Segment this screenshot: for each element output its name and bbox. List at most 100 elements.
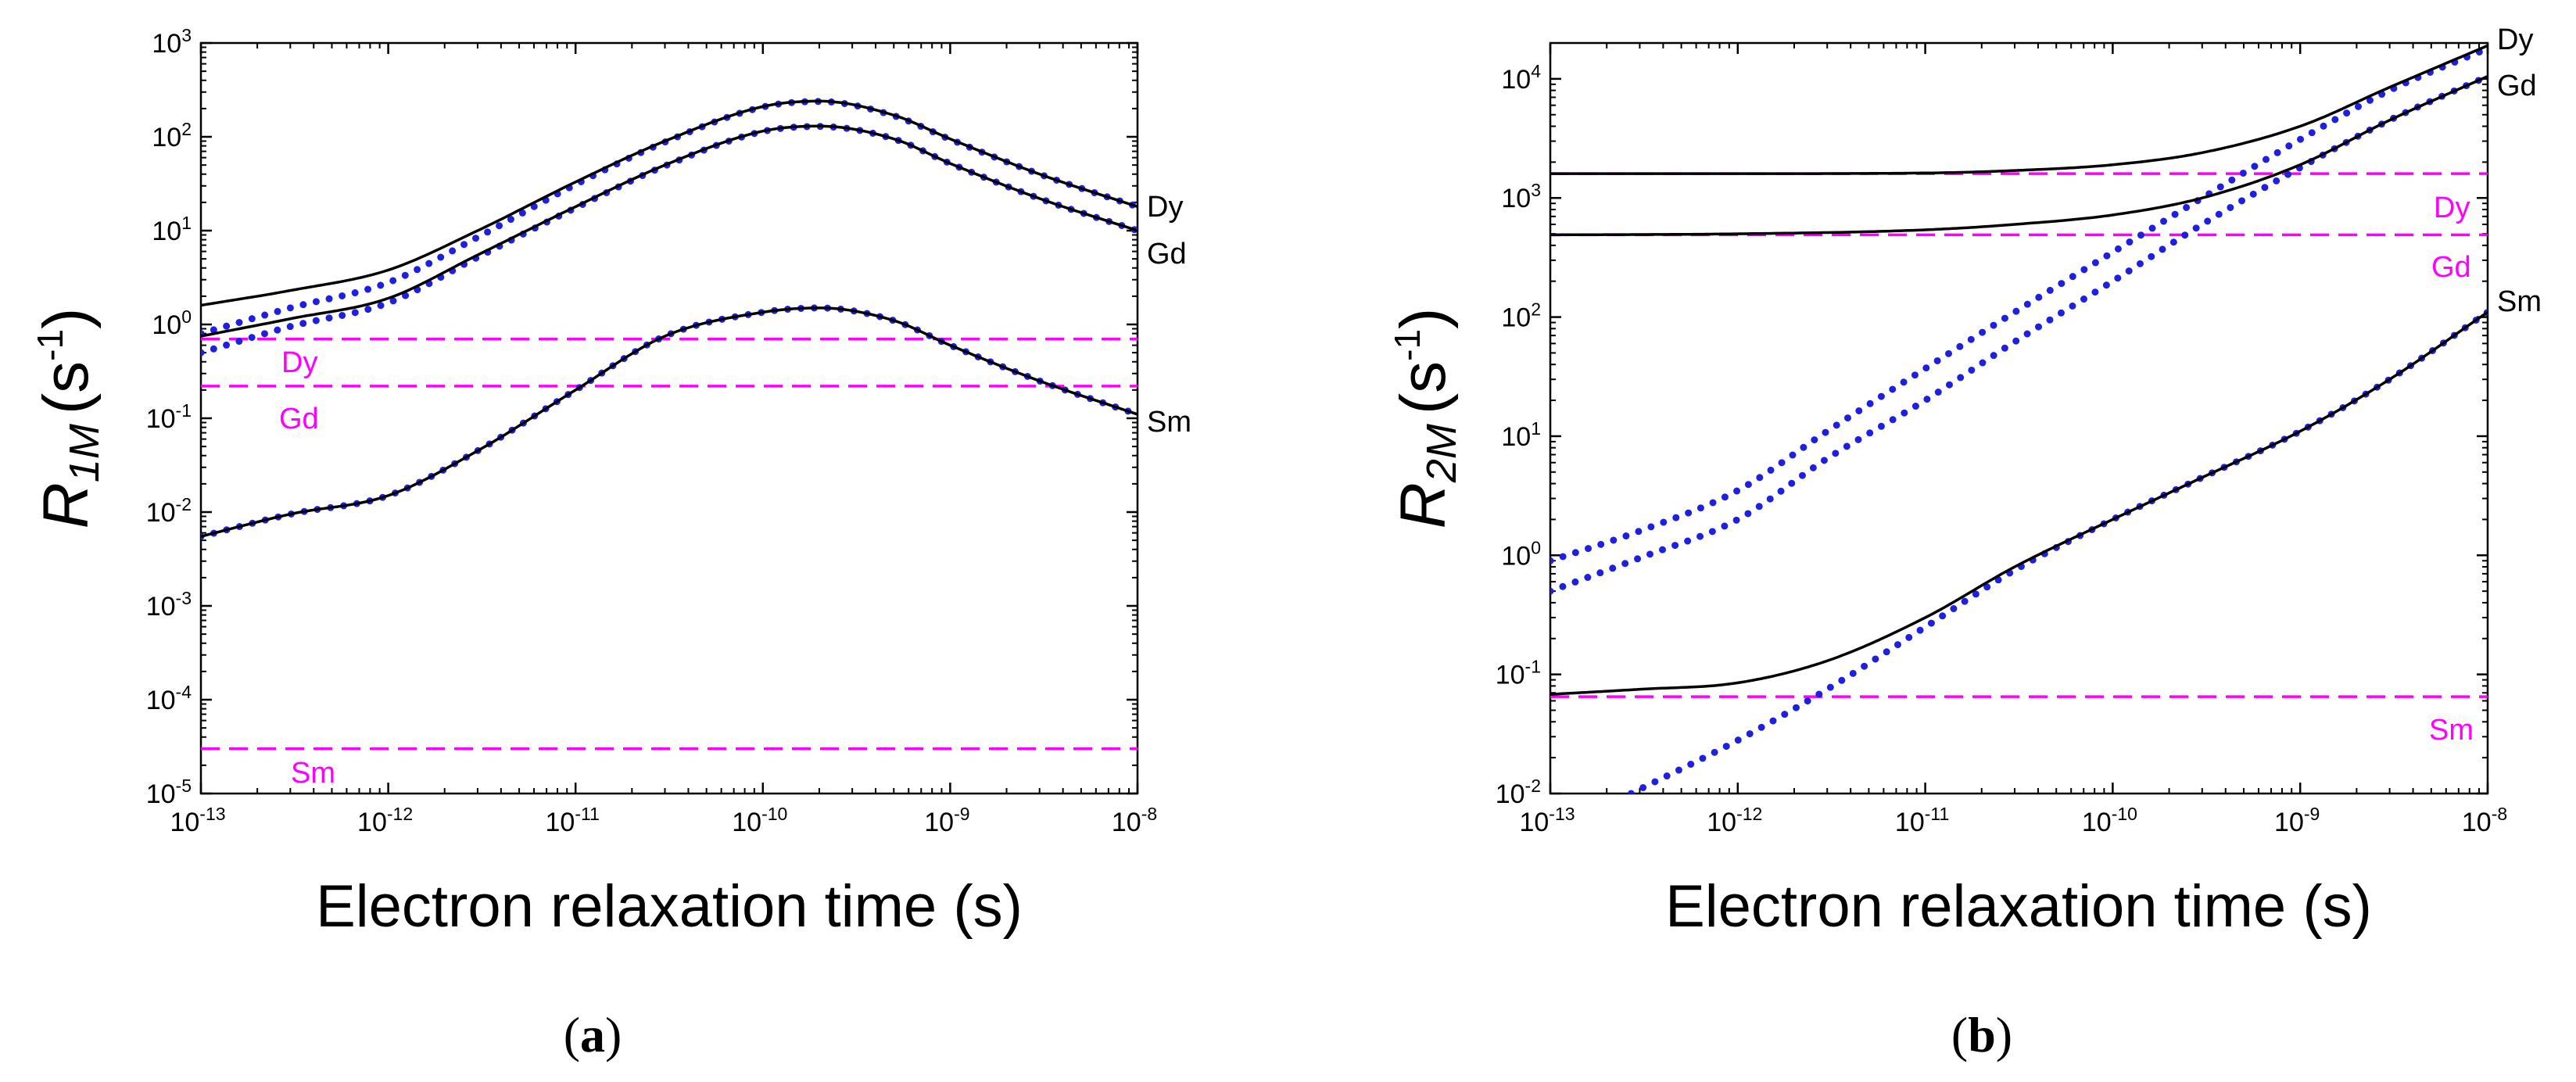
series-b xyxy=(1550,44,2488,794)
x-tick-label: 10-8 xyxy=(2462,804,2507,837)
y-tick-base: 10 xyxy=(152,29,181,59)
x-tick-label: 10-9 xyxy=(2274,804,2320,837)
x-tick-exp: -10 xyxy=(2112,804,2137,824)
x-tick-label: 10-9 xyxy=(924,804,969,837)
y-tick-exp: 2 xyxy=(1531,299,1541,320)
y-tick-label: 100 xyxy=(1501,537,1541,571)
y-tick-label: 103 xyxy=(1501,180,1541,213)
y-tick-base: 10 xyxy=(1496,779,1525,809)
y-axis-label-a: R1M (s-1) xyxy=(30,308,108,529)
x-tick-base: 10 xyxy=(1707,808,1736,837)
y-tick-label: 10-1 xyxy=(146,400,192,434)
x-tick-base: 10 xyxy=(1895,808,1925,837)
y-label-unit-a: (s xyxy=(30,361,102,414)
series-gd-approx-line xyxy=(201,123,1138,356)
y-label-sub-a: 1M xyxy=(61,424,108,482)
y-label-close-a: ) xyxy=(30,308,102,329)
x-tick-base: 10 xyxy=(2462,808,2492,837)
y-label-close-b: ) xyxy=(1388,308,1459,329)
y-label-main-a: R xyxy=(30,482,102,528)
y-tick-base: 10 xyxy=(146,686,176,715)
caption-letter-a: a xyxy=(580,1007,605,1062)
x-tick-exp: -9 xyxy=(954,804,969,824)
x-tick-exp: -8 xyxy=(1141,804,1157,824)
plot-area-b xyxy=(1549,41,2489,795)
y-label-unit-b: (s xyxy=(1388,361,1459,414)
series-dy-full-line xyxy=(1550,44,2488,175)
y-tick-base: 10 xyxy=(1496,661,1525,690)
ref-label-gd-b: Gd xyxy=(2431,251,2471,284)
series-sm-full-line xyxy=(1550,310,2488,696)
x-tick-exp: -13 xyxy=(1549,804,1575,824)
y-tick-exp: 1 xyxy=(181,213,192,233)
x-tick-label: 10-13 xyxy=(1519,804,1575,837)
y-tick-base: 10 xyxy=(1501,541,1531,571)
curve-label-gd-b: Gd xyxy=(2497,70,2537,102)
ref-label-gd-a: Gd xyxy=(279,403,319,435)
y-tick-exp: -4 xyxy=(176,682,192,702)
y-tick-exp: 3 xyxy=(181,25,192,45)
y-tick-label: 104 xyxy=(1501,61,1541,95)
y-tick-label: 10-1 xyxy=(1496,657,1541,690)
curve-label-dy-a: Dy xyxy=(1147,191,1183,224)
axis-ticks-b xyxy=(1549,43,2489,795)
y-tick-exp: 0 xyxy=(181,306,192,327)
y-tick-label: 102 xyxy=(1501,299,1541,333)
ref-label-sm-a: Sm xyxy=(291,757,335,790)
caption-letter-b: b xyxy=(1968,1007,1996,1062)
panel-a: 10-13 10-12 10-11 10-10 10-9 10-8 10-510-410-… xyxy=(30,25,1191,1062)
y-tick-base: 10 xyxy=(152,217,181,246)
y-tick-label: 10-2 xyxy=(146,494,192,528)
x-tick-exp: -13 xyxy=(199,804,225,824)
y-axis-label-b: R2M (s-1) xyxy=(1387,308,1465,529)
x-tick-exp: -9 xyxy=(2304,804,2320,824)
x-tick-label: 10-10 xyxy=(2082,804,2137,837)
series-dy-full-line xyxy=(201,99,1138,307)
y-tick-exp: -1 xyxy=(176,400,192,421)
y-tick-exp: 0 xyxy=(1531,537,1541,557)
x-tick-label: 10-12 xyxy=(357,804,413,837)
x-tick-exp: -11 xyxy=(575,804,600,824)
y-tick-label: 101 xyxy=(1501,418,1541,452)
y-label-exp-b: -1 xyxy=(1387,329,1428,361)
x-axis-label-b: Electron relaxation time (s) xyxy=(1665,873,2372,940)
y-tick-label: 101 xyxy=(152,213,192,246)
y-label-main-b: R xyxy=(1388,482,1459,528)
y-tick-base: 10 xyxy=(146,498,176,528)
y-tick-label: 10-3 xyxy=(146,588,192,622)
y-tick-label: 10-4 xyxy=(146,682,192,715)
series-dy-approx-line xyxy=(1550,45,2488,564)
x-tick-label: 10-11 xyxy=(1895,804,1949,837)
ref-label-dy-a: Dy xyxy=(281,346,317,379)
y-tick-base: 10 xyxy=(1501,184,1531,213)
series-a xyxy=(201,98,1138,540)
x-tick-base: 10 xyxy=(1519,808,1549,837)
x-tick-label: 10-8 xyxy=(1112,804,1157,837)
y-tick-base: 10 xyxy=(146,404,176,434)
series-sm-approx-line xyxy=(1627,308,2488,794)
x-tick-exp: -12 xyxy=(1736,804,1762,824)
x-tick-exp: -8 xyxy=(2492,804,2507,824)
series-dy-approx-line xyxy=(201,98,1138,338)
x-tick-exp: -10 xyxy=(761,804,787,824)
y-tick-label: 103 xyxy=(152,25,192,59)
y-tick-exp: -2 xyxy=(1525,776,1541,796)
y-tick-exp: 4 xyxy=(1531,61,1541,81)
y-tick-label: 10-2 xyxy=(1496,776,1541,809)
y-tick-base: 10 xyxy=(152,123,181,152)
x-tick-exp: -12 xyxy=(387,804,413,824)
y-label-exp-a: -1 xyxy=(30,329,70,361)
y-tick-exp: -5 xyxy=(176,776,192,796)
reference-lines-b xyxy=(1550,172,2488,698)
y-tick-label: 102 xyxy=(152,119,192,152)
curve-label-sm-a: Sm xyxy=(1147,406,1191,439)
y-tick-base: 10 xyxy=(152,310,181,340)
x-tick-labels-b: 10-13 10-12 10-11 10-10 10-9 10-8 xyxy=(1519,804,2507,837)
y-tick-label: 10-5 xyxy=(146,776,192,809)
x-tick-base: 10 xyxy=(357,808,387,837)
curve-label-sm-b: Sm xyxy=(2497,285,2542,318)
x-tick-label: 10-12 xyxy=(1707,804,1762,837)
